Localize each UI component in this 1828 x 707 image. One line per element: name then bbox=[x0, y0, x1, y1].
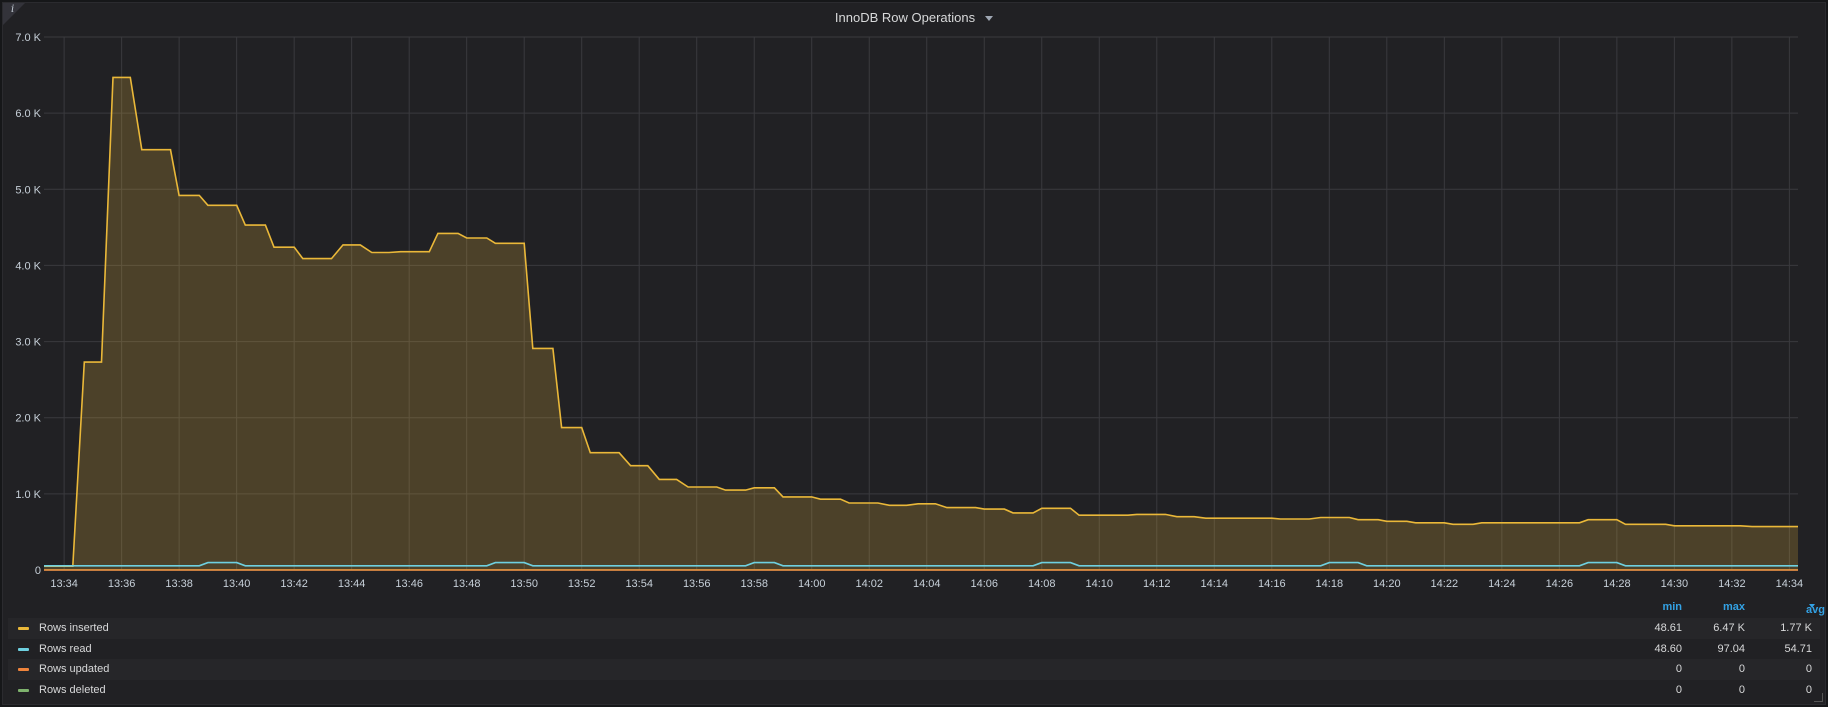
x-tick-label: 14:08 bbox=[1028, 578, 1056, 590]
x-tick-label: 13:54 bbox=[625, 578, 653, 590]
resize-handle[interactable] bbox=[1814, 693, 1823, 702]
x-tick-label: 13:58 bbox=[740, 578, 768, 590]
x-tick-label: 13:36 bbox=[108, 578, 136, 590]
panel-title[interactable]: InnoDB Row Operations bbox=[3, 10, 1825, 25]
x-tick-label: 14:16 bbox=[1258, 578, 1286, 590]
series-line-rows-inserted bbox=[44, 76, 1798, 567]
legend-max-value: 97.04 bbox=[1717, 642, 1745, 655]
series-color-swatch[interactable] bbox=[18, 647, 29, 651]
legend-row-rows-deleted[interactable]: Rows deleted 0 0 0 bbox=[8, 680, 1820, 701]
x-tick-label: 14:28 bbox=[1603, 578, 1631, 590]
chart-area: 0 1.0 K 2.0 K 3.0 K 4.0 K 5.0 K 6.0 K 7.0 K 13:3… bbox=[15, 32, 1804, 590]
legend-max-value: 0 bbox=[1738, 663, 1745, 675]
x-tick-label: 14:22 bbox=[1431, 578, 1459, 590]
x-tick-label: 13:42 bbox=[280, 578, 308, 590]
legend-row-rows-updated[interactable]: Rows updated 0 0 0 bbox=[8, 659, 1820, 680]
x-tick-label: 14:26 bbox=[1546, 578, 1574, 590]
x-tick-label: 14:24 bbox=[1488, 578, 1516, 590]
y-tick-label: 1.0 K bbox=[15, 489, 41, 501]
series-line-rows-read bbox=[44, 561, 1798, 567]
legend-min-value: 0 bbox=[1675, 663, 1682, 675]
x-tick-label: 13:38 bbox=[165, 578, 193, 590]
legend-header-min[interactable]: min bbox=[1662, 601, 1682, 613]
legend-avg-value: 0 bbox=[1805, 683, 1812, 696]
x-tick-label: 13:46 bbox=[395, 578, 423, 590]
legend-series-name[interactable]: Rows deleted bbox=[39, 683, 106, 696]
x-tick-label: 14:00 bbox=[798, 578, 826, 590]
x-tick-label: 13:34 bbox=[50, 578, 78, 590]
legend-series-name[interactable]: Rows inserted bbox=[39, 622, 109, 634]
x-tick-label: 14:20 bbox=[1373, 578, 1401, 590]
x-tick-label: 14:10 bbox=[1086, 578, 1114, 590]
x-tick-label: 13:44 bbox=[338, 578, 366, 590]
x-tick-label: 13:52 bbox=[568, 578, 596, 590]
legend: min max avg Rows inserted 48.61 6.47 K 1… bbox=[8, 598, 1825, 701]
x-tick-label: 14:14 bbox=[1201, 578, 1229, 590]
y-tick-label: 4.0 K bbox=[15, 260, 41, 272]
y-tick-label: 2.0 K bbox=[15, 413, 41, 425]
sort-desc-icon[interactable] bbox=[1809, 604, 1815, 608]
x-tick-label: 13:40 bbox=[223, 578, 251, 590]
series-area-rows-inserted bbox=[44, 77, 1798, 571]
x-tick-label: 14:06 bbox=[970, 578, 998, 590]
legend-max-value: 0 bbox=[1738, 683, 1745, 696]
legend-min-value: 48.60 bbox=[1654, 642, 1682, 655]
info-corner[interactable] bbox=[3, 3, 25, 25]
legend-max-value: 6.47 K bbox=[1713, 622, 1745, 634]
info-icon[interactable]: i bbox=[11, 4, 15, 15]
series-color-swatch[interactable] bbox=[18, 627, 29, 630]
x-tick-label: 13:50 bbox=[510, 578, 538, 590]
x-tick-label: 14:30 bbox=[1661, 578, 1689, 590]
legend-row-rows-read[interactable]: Rows read 48.60 97.04 54.71 bbox=[8, 639, 1820, 660]
x-tick-label: 14:18 bbox=[1316, 578, 1344, 590]
x-tick-label: 14:02 bbox=[855, 578, 883, 590]
legend-min-value: 0 bbox=[1675, 683, 1682, 696]
legend-avg-value: 0 bbox=[1805, 663, 1812, 675]
x-tick-label: 14:34 bbox=[1776, 578, 1804, 590]
y-tick-label: 3.0 K bbox=[15, 337, 41, 349]
x-tick-label: 14:32 bbox=[1718, 578, 1746, 590]
series-color-swatch[interactable] bbox=[18, 688, 29, 692]
series-color-swatch[interactable] bbox=[18, 668, 29, 671]
legend-row-rows-inserted[interactable]: Rows inserted 48.61 6.47 K 1.77 K bbox=[8, 618, 1820, 639]
y-tick-label: 7.0 K bbox=[15, 32, 41, 44]
y-tick-label: 6.0 K bbox=[15, 108, 41, 120]
panel-title-text[interactable]: InnoDB Row Operations bbox=[834, 10, 976, 25]
x-tick-label: 14:12 bbox=[1143, 578, 1171, 590]
legend-header: min max avg bbox=[8, 598, 1825, 618]
x-tick-label: 14:04 bbox=[913, 578, 941, 590]
legend-avg-value: 54.71 bbox=[1784, 642, 1812, 655]
legend-series-name[interactable]: Rows updated bbox=[39, 663, 110, 675]
legend-series-name[interactable]: Rows read bbox=[39, 642, 92, 655]
legend-header-max[interactable]: max bbox=[1722, 601, 1745, 613]
x-tick-label: 13:48 bbox=[453, 578, 481, 590]
y-tick-label: 0 bbox=[35, 565, 41, 577]
y-tick-label: 5.0 K bbox=[15, 184, 41, 196]
x-tick-label: 13:56 bbox=[683, 578, 711, 590]
chevron-down-icon[interactable] bbox=[985, 16, 994, 22]
legend-min-value: 48.61 bbox=[1654, 622, 1682, 634]
legend-avg-value: 1.77 K bbox=[1780, 622, 1812, 634]
